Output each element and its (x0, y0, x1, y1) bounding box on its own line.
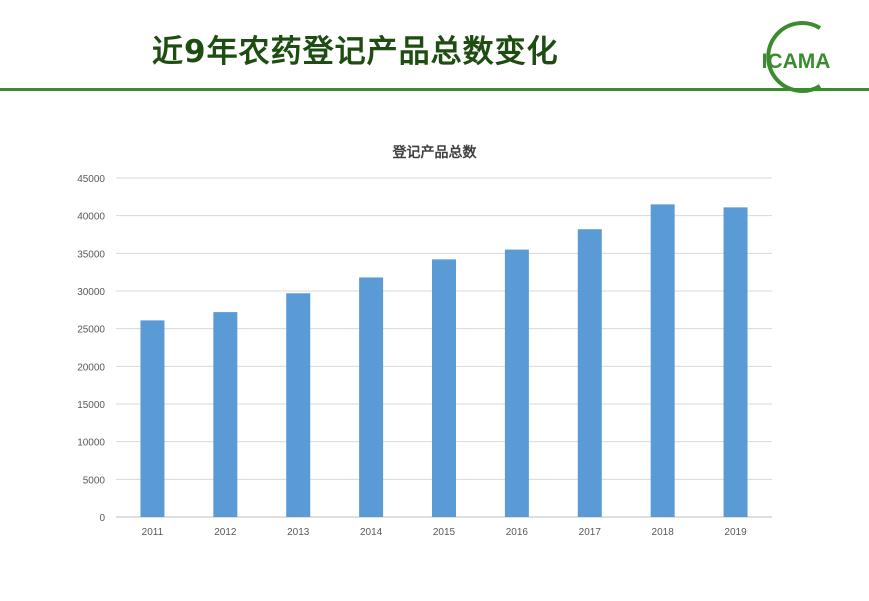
x-tick-label: 2016 (506, 527, 529, 538)
bar-chart: 0 5000 10000 15000 20000 25000 30000 35000 40000… (77, 174, 772, 538)
slide-header: 近9年农药登记产品总数变化 ICAMA (0, 0, 869, 100)
y-tick-label: 20000 (77, 362, 105, 373)
bar-2016 (504, 249, 529, 518)
x-tick-label: 2011 (142, 527, 164, 538)
chart-title: 登记产品总数 (392, 145, 477, 161)
x-tick-label: 2017 (579, 527, 602, 538)
x-tick-label: 2015 (433, 527, 456, 538)
y-tick-label: 35000 (77, 249, 105, 260)
bar-2017 (577, 229, 602, 517)
bar-2013 (286, 293, 311, 517)
chart-area: 登记产品总数 0 5000 10000 15000 20000 25000 30000 350… (0, 130, 869, 550)
x-tick-label: 2014 (360, 527, 383, 538)
x-tick-label: 2019 (724, 527, 747, 538)
y-tick-label: 15000 (77, 400, 105, 411)
bar-2014 (359, 277, 384, 517)
y-tick-label: 5000 (83, 475, 106, 486)
bar-2011 (140, 320, 165, 517)
bar-2015 (432, 259, 456, 517)
x-tick-label: 2013 (287, 527, 310, 538)
bar-2018 (650, 204, 675, 517)
slide-title: 近9年农药登记产品总数变化 (152, 34, 559, 70)
y-tick-label: 40000 (77, 212, 105, 223)
bar-2012 (213, 312, 238, 517)
icama-logo: ICAMA (762, 21, 831, 93)
y-tick-label: 30000 (77, 287, 105, 298)
y-tick-label: 25000 (77, 325, 105, 336)
y-tick-label: 0 (99, 513, 105, 524)
bar-2019 (723, 207, 748, 517)
svg-text:ICAMA: ICAMA (762, 50, 831, 73)
y-tick-label: 45000 (77, 174, 105, 185)
header-divider (0, 88, 869, 91)
x-tick-label: 2012 (214, 527, 237, 538)
y-tick-label: 10000 (77, 438, 105, 449)
x-tick-label: 2018 (652, 527, 675, 538)
